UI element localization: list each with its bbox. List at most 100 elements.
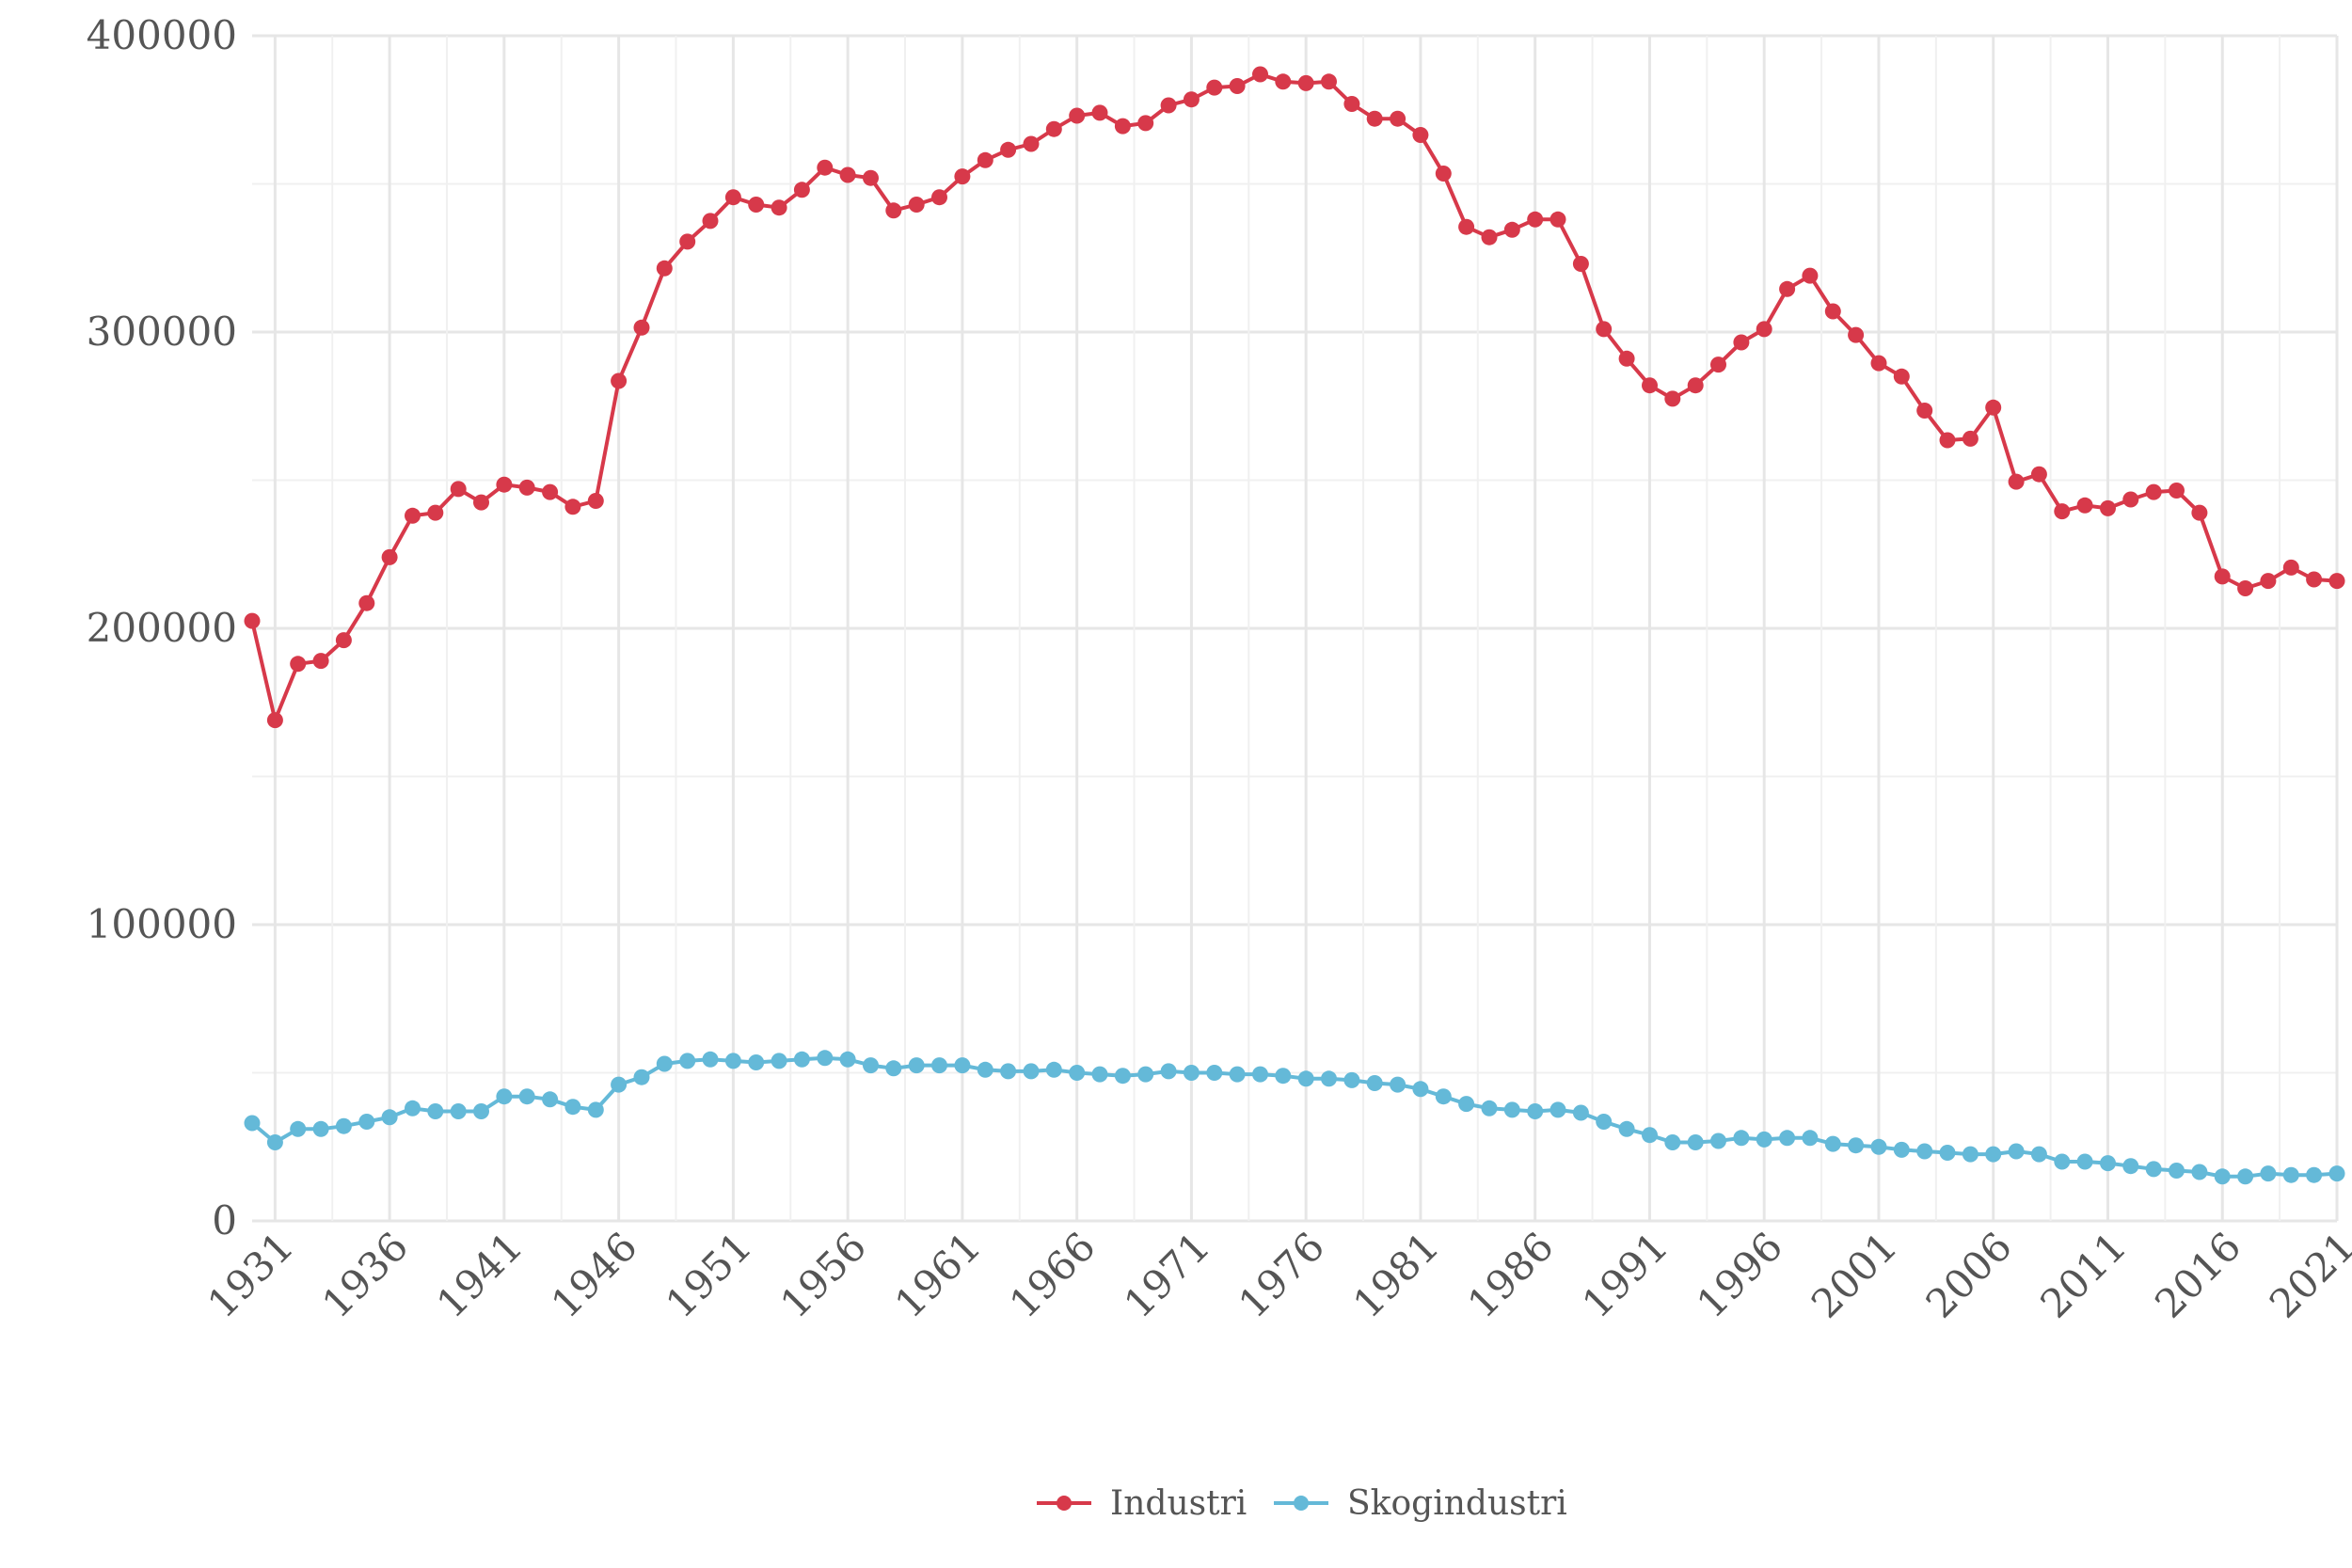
data-point-industri	[724, 189, 741, 206]
x-tick-label: 1961	[886, 1223, 990, 1326]
data-point-industri	[1366, 110, 1383, 127]
data-point-industri	[1710, 356, 1726, 373]
data-point-industri	[2237, 580, 2254, 596]
data-point-industri	[1870, 355, 1887, 372]
data-point-skogindustri	[1549, 1101, 1566, 1118]
data-point-skogindustri	[1275, 1068, 1292, 1085]
data-point-skogindustri	[1618, 1120, 1635, 1137]
data-point-industri	[473, 494, 489, 511]
data-point-skogindustri	[1412, 1081, 1429, 1098]
data-point-industri	[2008, 473, 2025, 490]
data-point-industri	[1000, 141, 1017, 158]
data-point-industri	[1321, 73, 1337, 90]
data-point-skogindustri	[2260, 1165, 2277, 1182]
data-point-industri	[1275, 73, 1292, 90]
data-point-industri	[748, 197, 765, 213]
data-point-skogindustri	[266, 1134, 283, 1150]
data-point-skogindustri	[2237, 1168, 2254, 1185]
series-group	[244, 66, 2345, 1185]
data-point-skogindustri	[1160, 1063, 1177, 1080]
data-point-skogindustri	[244, 1115, 261, 1132]
x-axis: 1931 1936 1941 1946 1951 1956 1961 1966 1971 1976…	[199, 1223, 2352, 1326]
data-point-industri	[1549, 211, 1566, 228]
data-point-industri	[885, 202, 902, 219]
y-axis: 0 100000 200000 300000 400000	[87, 12, 237, 1243]
data-point-skogindustri	[312, 1120, 329, 1137]
x-tick-label: 1941	[428, 1223, 532, 1326]
data-point-industri	[1229, 78, 1246, 94]
x-tick-label: 1956	[771, 1223, 875, 1326]
data-point-skogindustri	[1229, 1066, 1246, 1083]
x-tick-label: 2016	[2146, 1223, 2249, 1326]
x-tick-label: 1951	[657, 1223, 760, 1326]
data-point-skogindustri	[1091, 1066, 1108, 1083]
data-point-skogindustri	[793, 1051, 810, 1068]
data-point-skogindustri	[863, 1057, 879, 1074]
data-point-industri	[702, 213, 719, 230]
x-tick-label: 2011	[2031, 1223, 2135, 1326]
data-point-industri	[1297, 74, 1314, 91]
data-point-skogindustri	[1503, 1101, 1520, 1118]
data-point-skogindustri	[450, 1103, 467, 1119]
data-point-industri	[2214, 568, 2231, 585]
data-point-industri	[908, 197, 925, 213]
data-point-industri	[427, 504, 444, 521]
data-point-industri	[1893, 368, 1910, 385]
x-tick-label: 1966	[1000, 1223, 1104, 1326]
y-tick-label: 300000	[87, 309, 237, 355]
data-point-skogindustri	[335, 1117, 352, 1134]
data-point-skogindustri	[1733, 1130, 1750, 1147]
data-point-industri	[1183, 91, 1200, 108]
data-point-skogindustri	[358, 1114, 375, 1130]
data-point-skogindustri	[1642, 1127, 1658, 1144]
data-point-skogindustri	[1435, 1088, 1452, 1105]
data-point-industri	[2030, 466, 2047, 483]
data-point-industri	[1252, 66, 1268, 83]
data-point-skogindustri	[2008, 1143, 2025, 1160]
data-point-industri	[1687, 377, 1704, 394]
data-point-industri	[450, 481, 467, 498]
data-point-industri	[290, 656, 307, 673]
data-point-skogindustri	[611, 1076, 628, 1093]
data-point-industri	[1023, 135, 1040, 152]
data-point-skogindustri	[1848, 1137, 1865, 1154]
data-point-industri	[1481, 229, 1498, 245]
data-point-industri	[2328, 573, 2345, 590]
data-point-industri	[1114, 118, 1131, 135]
data-point-skogindustri	[1321, 1070, 1337, 1087]
x-tick-label: 1981	[1344, 1223, 1448, 1326]
data-point-industri	[1206, 79, 1223, 96]
data-point-skogindustri	[633, 1069, 650, 1085]
data-point-industri	[954, 168, 971, 185]
data-point-industri	[2191, 504, 2208, 521]
data-point-industri	[1435, 166, 1452, 182]
legend-marker-industri	[1057, 1496, 1072, 1511]
series-line-skogindustri	[250, 1055, 2338, 1179]
data-point-industri	[1664, 390, 1681, 407]
data-point-skogindustri	[1297, 1070, 1314, 1087]
data-point-skogindustri	[2145, 1161, 2162, 1178]
data-point-skogindustri	[2030, 1146, 2047, 1163]
x-tick-label: 1991	[1573, 1223, 1677, 1326]
data-point-skogindustri	[702, 1051, 719, 1068]
data-point-skogindustri	[1664, 1134, 1681, 1150]
data-point-skogindustri	[771, 1053, 787, 1069]
data-point-skogindustri	[381, 1109, 398, 1126]
data-point-industri	[1985, 399, 2002, 416]
data-point-industri	[542, 483, 559, 500]
data-point-industri	[1091, 104, 1108, 121]
data-point-industri	[2145, 483, 2162, 500]
data-point-skogindustri	[1779, 1130, 1796, 1147]
data-point-skogindustri	[564, 1099, 581, 1116]
data-point-industri	[1756, 321, 1772, 338]
data-point-skogindustri	[2191, 1164, 2208, 1180]
data-point-skogindustri	[1916, 1143, 1933, 1160]
series-line-industri	[250, 72, 2338, 722]
data-point-industri	[656, 260, 673, 277]
data-point-skogindustri	[1206, 1065, 1223, 1081]
data-point-industri	[679, 233, 696, 250]
data-point-industri	[1572, 256, 1589, 272]
x-tick-label: 2001	[1803, 1223, 1906, 1326]
data-point-industri	[244, 612, 261, 629]
